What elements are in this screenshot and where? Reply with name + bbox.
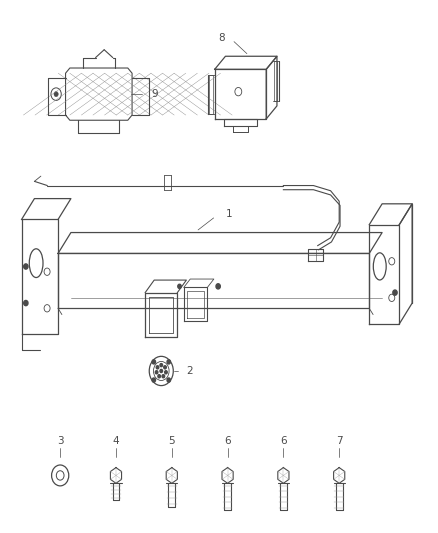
Bar [209,75,212,114]
Bar [273,61,277,101]
Circle shape [152,360,155,364]
Circle shape [152,378,155,382]
Text: 2: 2 [186,366,192,376]
Circle shape [162,375,165,378]
Circle shape [24,301,28,306]
Circle shape [24,264,28,269]
Circle shape [167,378,170,382]
Circle shape [164,366,166,369]
Circle shape [216,284,220,289]
Text: 6: 6 [280,437,287,447]
Text: 7: 7 [336,437,343,447]
Circle shape [155,371,158,374]
Text: 3: 3 [57,437,64,447]
Circle shape [160,369,162,373]
Circle shape [156,366,159,369]
Circle shape [165,371,167,374]
Circle shape [178,284,181,288]
Text: 9: 9 [151,89,158,99]
Text: 5: 5 [169,437,175,447]
Text: 6: 6 [224,437,231,447]
Circle shape [160,364,162,367]
Circle shape [167,360,170,364]
Circle shape [158,375,160,378]
Text: 1: 1 [226,209,233,219]
Text: 4: 4 [113,437,119,447]
Text: 8: 8 [218,33,224,43]
Circle shape [54,92,58,97]
Circle shape [393,290,397,295]
